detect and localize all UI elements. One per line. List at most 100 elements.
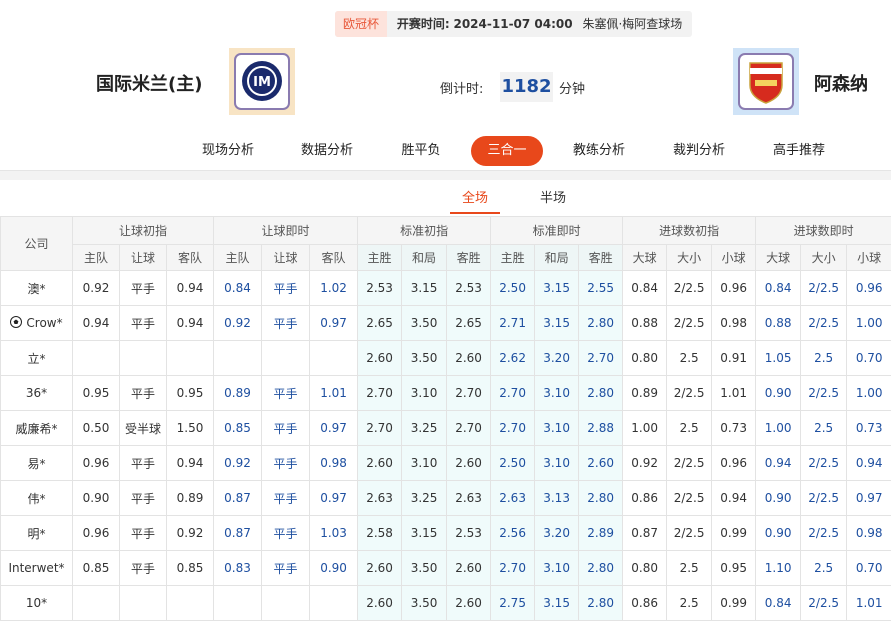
nav-item[interactable]: 数据分析 xyxy=(300,143,353,158)
odds-cell: 0.91 xyxy=(711,340,757,376)
odds-cell: 0.90 xyxy=(755,480,802,516)
odds-cell: 0.86 xyxy=(622,480,668,516)
subheader: 大球 xyxy=(622,244,668,271)
odds-cell: 2.70 xyxy=(357,410,403,446)
odds-cell xyxy=(309,340,359,376)
odds-cell: 3.15 xyxy=(534,585,580,621)
odds-cell xyxy=(261,585,311,621)
odds-table: 公司 让球初指 让球即时 标准初指 标准即时 进球数初指 进球数即时 主队 让球 客队 主队 让球 客队… xyxy=(0,216,891,621)
odds-cell: 2.80 xyxy=(578,375,624,411)
odds-cell xyxy=(72,340,120,376)
subheader: 小球 xyxy=(711,244,757,271)
company-cell: 易* xyxy=(0,445,73,481)
odds-cell: 2/2.5 xyxy=(800,585,848,621)
odds-cell: 0.86 xyxy=(622,585,668,621)
odds-cell: 2.70 xyxy=(490,375,536,411)
odds-cell: 2.55 xyxy=(578,270,624,306)
odds-cell: 平手 xyxy=(119,445,167,481)
odds-cell: 2.80 xyxy=(578,550,624,586)
odds-cell: 平手 xyxy=(119,550,167,586)
subheader: 客队 xyxy=(309,244,359,271)
company: 36* xyxy=(25,386,48,400)
odds-cell: 平手 xyxy=(261,410,311,446)
odds-cell: 3.10 xyxy=(401,445,448,481)
odds-cell: 2.58 xyxy=(357,515,403,551)
venue: 朱塞佩·梅阿查球场 xyxy=(582,17,683,31)
odds-cell: 0.84 xyxy=(755,585,802,621)
odds-cell: 2.63 xyxy=(357,480,403,516)
odds-cell: 2.60 xyxy=(446,340,492,376)
odds-cell: 0.84 xyxy=(213,270,263,306)
countdown-unit: 分钟 xyxy=(559,82,586,97)
odds-cell: 0.98 xyxy=(846,515,891,551)
odds-cell: 2/2.5 xyxy=(800,480,848,516)
odds-cell: 0.92 xyxy=(213,305,263,341)
odds-cell: 2.56 xyxy=(490,515,536,551)
odds-cell: 3.15 xyxy=(534,305,580,341)
nav-item[interactable]: 高手推荐 xyxy=(772,143,825,158)
subheader: 客胜 xyxy=(446,244,492,271)
odds-cell: 3.25 xyxy=(401,480,448,516)
nav-item[interactable]: 胜平负 xyxy=(401,143,441,158)
odds-cell: 2/2.5 xyxy=(666,480,713,516)
odds-cell xyxy=(119,340,167,376)
odds-cell: 3.50 xyxy=(401,550,448,586)
odds-cell: 0.94 xyxy=(165,305,215,341)
company: 澳* xyxy=(27,281,46,296)
odds-cell: 2.60 xyxy=(446,585,492,621)
odds-cell: 2/2.5 xyxy=(800,515,848,551)
odds-cell: 平手 xyxy=(261,480,311,516)
odds-cell: 1.01 xyxy=(846,585,891,621)
odds-cell: 1.00 xyxy=(846,375,891,411)
nav-item[interactable]: 教练分析 xyxy=(572,143,625,158)
subheader: 主队 xyxy=(213,244,263,271)
odds-cell: 0.92 xyxy=(213,445,263,481)
data-row: 立* 2.60 3.50 2.60 2.62 3.20 2.70 0.80 2.5 0.91 1.0… xyxy=(0,340,891,376)
subheader: 和局 xyxy=(401,244,448,271)
odds-cell: 平手 xyxy=(261,305,311,341)
group-header: 进球数初指 xyxy=(622,216,757,245)
odds-cell: 0.87 xyxy=(213,480,263,516)
company-cell: Crow* xyxy=(0,305,73,341)
odds-cell: 0.87 xyxy=(622,515,668,551)
odds-cell: 2.65 xyxy=(357,305,403,341)
odds-cell: 0.73 xyxy=(711,410,757,446)
odds-cell: 2.60 xyxy=(357,340,403,376)
group-header: 标准即时 xyxy=(490,216,624,245)
nav-item[interactable]: 三合一 xyxy=(471,136,543,166)
company: Interwet* xyxy=(8,561,65,575)
odds-cell: 1.50 xyxy=(165,410,215,446)
odds-cell: 2/2.5 xyxy=(800,270,848,306)
odds-cell: 平手 xyxy=(261,375,311,411)
odds-cell: 0.84 xyxy=(755,270,802,306)
odds-cell: 0.80 xyxy=(622,340,668,376)
company: 10* xyxy=(25,596,48,610)
odds-cell: 2.71 xyxy=(490,305,536,341)
odds-cell: 2.60 xyxy=(446,445,492,481)
subheader: 大球 xyxy=(755,244,802,271)
odds-cell: 2.65 xyxy=(446,305,492,341)
odds-cell: 2.53 xyxy=(357,270,403,306)
odds-cell: 2.80 xyxy=(578,480,624,516)
odds-cell: 2/2.5 xyxy=(666,375,713,411)
tab[interactable]: 全场 xyxy=(450,186,500,214)
group-header: 标准初指 xyxy=(357,216,492,245)
odds-cell: 0.94 xyxy=(755,445,802,481)
data-row: 澳* 0.92 平手 0.94 0.84 平手 1.02 2.53 3.15 2.53 2.50 3.… xyxy=(0,270,891,306)
divider xyxy=(0,171,891,180)
nav-item[interactable]: 裁判分析 xyxy=(672,143,725,158)
subheader: 主队 xyxy=(72,244,120,271)
odds-cell: 0.97 xyxy=(309,410,359,446)
odds-cell: 0.99 xyxy=(711,515,757,551)
odds-cell: 2.5 xyxy=(800,340,848,376)
odds-cell: 0.83 xyxy=(213,550,263,586)
odds-cell: 3.15 xyxy=(401,270,448,306)
tab[interactable]: 半场 xyxy=(539,191,566,206)
odds-cell: 0.90 xyxy=(309,550,359,586)
odds-cell: 0.85 xyxy=(72,550,120,586)
odds-cell: 2.5 xyxy=(666,550,713,586)
subheader: 让球 xyxy=(261,244,311,271)
odds-cell: 0.84 xyxy=(622,270,668,306)
nav-item[interactable]: 现场分析 xyxy=(201,143,254,158)
away-team: 阿森纳 xyxy=(814,74,868,95)
